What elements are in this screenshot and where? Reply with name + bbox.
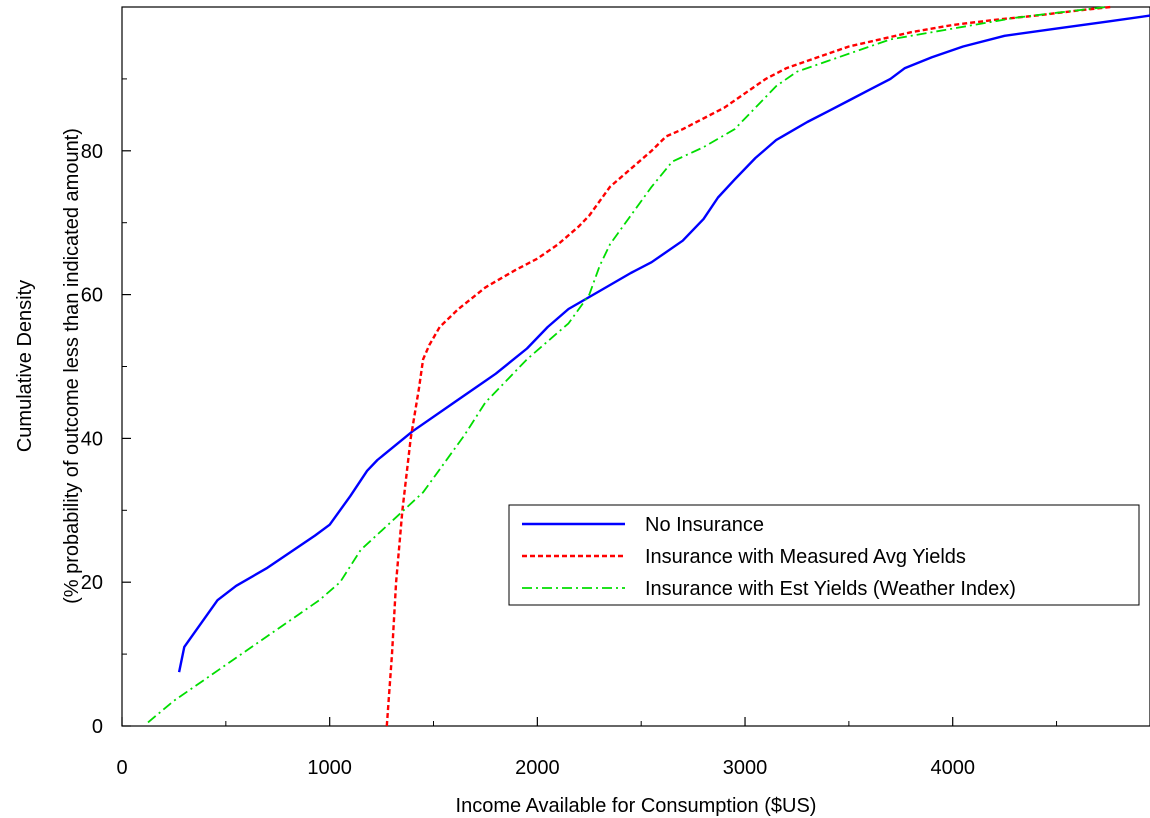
y-tick-label: 40 [81,428,103,450]
y-tick-label: 60 [81,285,103,307]
x-tick-label: 3000 [723,757,768,779]
x-tick-label: 2000 [515,757,560,779]
x-tick-label: 4000 [930,757,975,779]
y-axis-label-line2: (% probability of outcome less than indi… [61,128,83,604]
series-line-3 [147,6,1107,724]
y-tick-label: 0 [92,716,103,738]
series-line-1 [177,14,1150,673]
x-axis-ticks: 0 1000 2000 3000 4000 [116,717,1058,779]
legend-label-2: Insurance with Measured Avg Yields [645,546,966,568]
y-axis-label-line1: Cumulative Density [14,280,36,452]
x-tick-label: 1000 [307,757,352,779]
y-tick-label: 20 [81,572,103,594]
legend-items: No Insurance Insurance with Measured Avg … [522,514,1016,600]
legend: No Insurance Insurance with Measured Avg … [508,504,1140,606]
y-tick-label: 80 [81,141,103,163]
legend-label-1: No Insurance [645,514,764,536]
x-axis-label: Income Available for Consumption ($US) [456,795,817,817]
y-axis-ticks: 0 20 40 60 80 [81,78,131,738]
plot-frame [121,6,1150,727]
series-line-2 [385,5,1111,727]
x-tick-label: 0 [116,757,127,779]
legend-label-3: Insurance with Est Yields (Weather Index… [645,578,1016,600]
series-layer [147,5,1150,727]
